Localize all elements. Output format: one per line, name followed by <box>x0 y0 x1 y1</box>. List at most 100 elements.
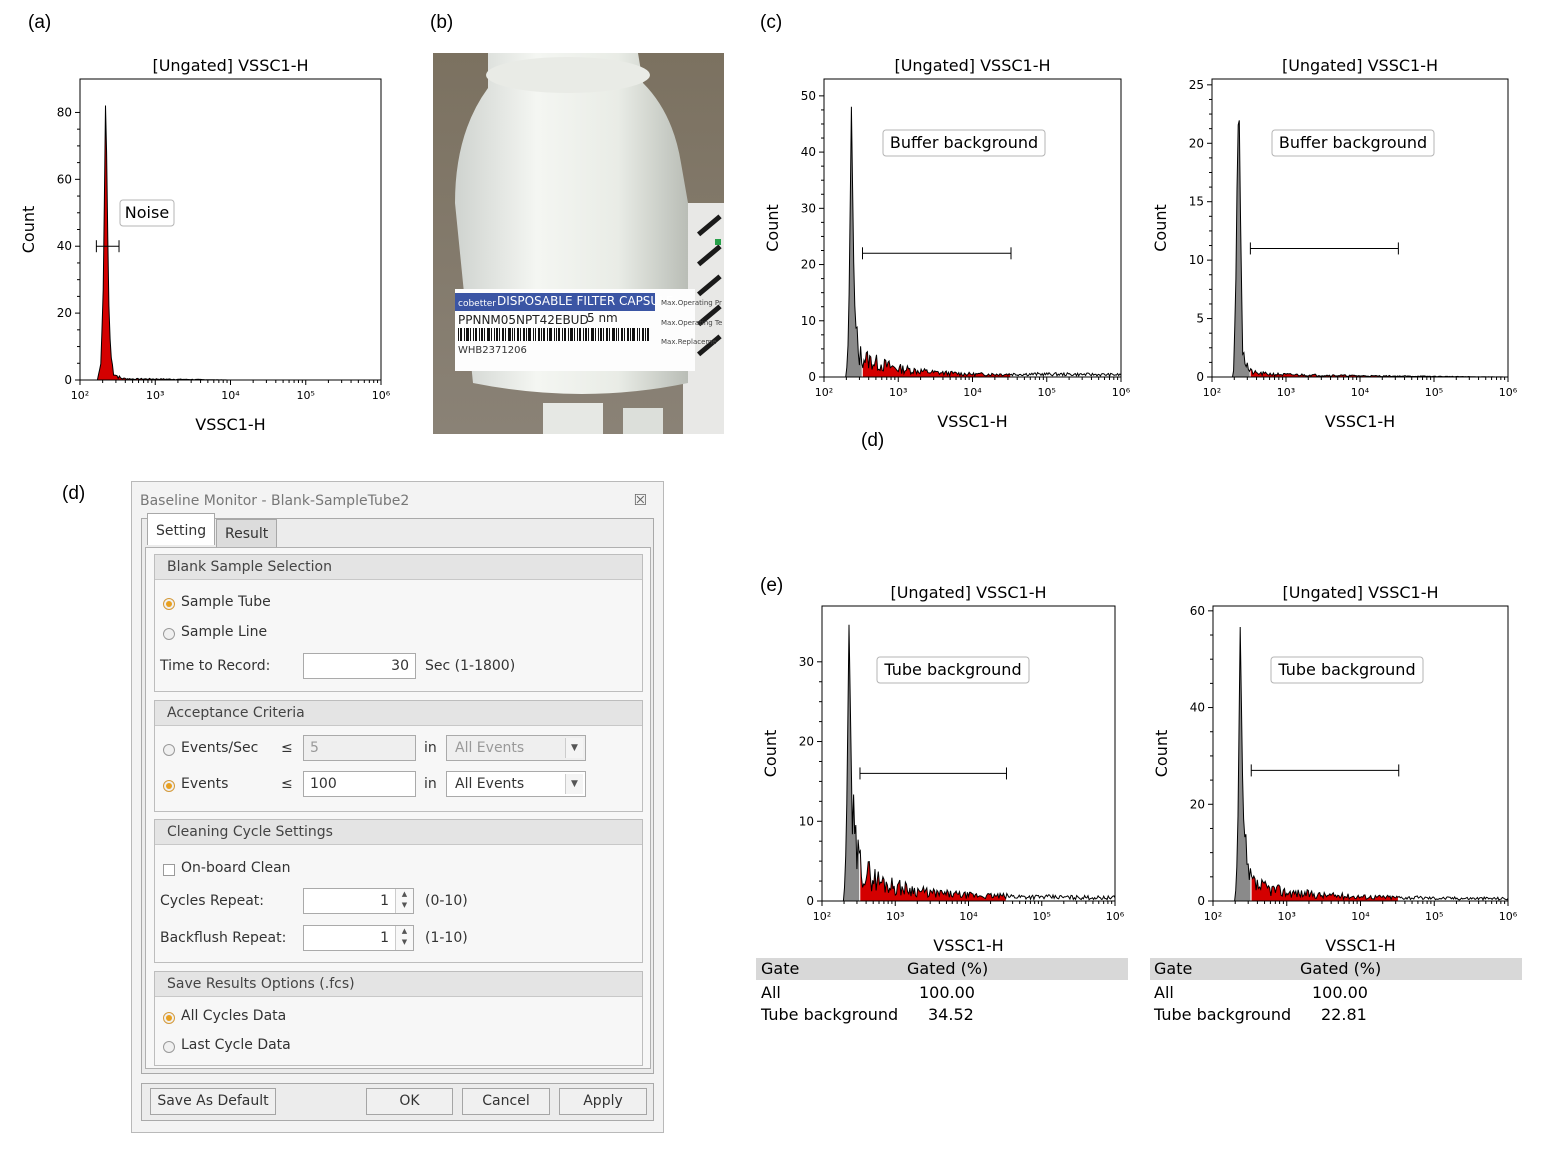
sample-tube-radio[interactable] <box>163 598 175 610</box>
x-tick-label: 10⁶ <box>1499 386 1518 399</box>
last-cycle-label: Last Cycle Data <box>181 1037 291 1053</box>
backflush-range-label: (1-10) <box>425 930 468 946</box>
x-tick-label: 10⁶ <box>1499 910 1518 923</box>
y-tick-label: 0 <box>808 370 816 384</box>
histogram-fill <box>1212 120 1250 378</box>
gated-fill <box>860 850 1006 901</box>
y-tick-label: 50 <box>801 89 816 103</box>
tab-result[interactable]: Result <box>216 519 278 549</box>
x-tick-label: 10³ <box>1278 910 1296 923</box>
stepper-arrows-icon[interactable]: ▲ ▼ <box>395 926 413 950</box>
backflush-repeat-stepper[interactable]: 1 ▲ ▼ <box>303 925 414 951</box>
events-per-sec-radio[interactable] <box>163 744 175 756</box>
gate-label: Noise <box>125 203 169 222</box>
y-tick-label: 30 <box>801 201 816 215</box>
ok-button[interactable]: OK <box>366 1088 453 1115</box>
gated-header: Gated (%) <box>907 959 989 978</box>
barcode-bar <box>499 328 500 341</box>
photo-size-text: 5 nm <box>587 311 618 325</box>
cancel-button[interactable]: Cancel <box>462 1088 550 1115</box>
histogram-fill <box>822 624 860 901</box>
barcode-bar <box>595 328 596 341</box>
y-axis-label: Count <box>763 204 782 252</box>
y-tick-label: 15 <box>1189 195 1204 209</box>
dialog-body: Result Setting Blank Sample Selection Sa… <box>141 513 654 1074</box>
panel-label-b: (b) <box>430 12 454 33</box>
events-per-sec-select[interactable]: All Events ▼ <box>446 735 586 761</box>
save-as-default-button[interactable]: Save As Default <box>150 1088 276 1115</box>
barcode-bar <box>609 328 610 341</box>
baseline-monitor-dialog: Baseline Monitor - Blank-SampleTube2 ☒ R… <box>131 481 664 1133</box>
setting-panel: Blank Sample Selection Sample Tube Sampl… <box>145 547 651 1069</box>
gate-header: Gate <box>1154 959 1193 978</box>
barcode-bar <box>618 328 619 341</box>
barcode-bar <box>647 328 649 341</box>
barcode-bar <box>502 328 504 341</box>
acceptance-criteria-group: Acceptance Criteria Events/Sec ≤ 5 in Al… <box>154 700 643 812</box>
table-cell: 100.00 <box>1312 983 1368 1002</box>
x-tick-label: 10³ <box>886 910 904 923</box>
events-input[interactable]: 100 <box>303 771 416 797</box>
barcode-bar <box>494 328 495 341</box>
plot-frame <box>823 78 1122 378</box>
panel-label-e: (e) <box>760 575 784 596</box>
barcode-bar <box>508 328 511 341</box>
onboard-clean-checkbox[interactable] <box>163 864 175 876</box>
select-value: All Events <box>455 776 525 792</box>
time-to-record-input[interactable]: 30 <box>303 653 416 679</box>
x-axis-label: VSSC1-H <box>195 415 265 434</box>
backflush-repeat-label: Backflush Repeat: <box>160 930 287 946</box>
onboard-clean-label: On-board Clean <box>181 860 291 876</box>
barcode-bar <box>538 328 540 341</box>
sample-tube-label: Sample Tube <box>181 594 271 610</box>
barcode-bar <box>627 328 629 341</box>
barcode-bar <box>505 328 506 341</box>
x-tick-label: 10⁵ <box>1033 910 1051 923</box>
gated-fill <box>862 351 1011 377</box>
stepper-arrows-icon[interactable]: ▲ ▼ <box>395 889 413 913</box>
barcode-bar <box>562 328 563 341</box>
all-cycles-radio[interactable] <box>163 1012 175 1024</box>
stepper-value: 1 <box>380 930 389 946</box>
close-icon[interactable]: ☒ <box>633 491 647 509</box>
barcode-bar <box>479 328 480 341</box>
photo-lot-text: WHB2371206 <box>458 345 527 356</box>
save-results-group: Save Results Options (.fcs) All Cycles D… <box>154 971 643 1066</box>
cycles-repeat-stepper[interactable]: 1 ▲ ▼ <box>303 888 414 914</box>
x-tick-label: 10² <box>815 386 833 399</box>
stats-table-header: Gate Gated (%) <box>1150 958 1522 980</box>
chevron-down-icon[interactable]: ▼ <box>565 738 583 758</box>
y-tick-label: 60 <box>57 172 72 186</box>
barcode-bar <box>645 328 646 341</box>
group-header: Blank Sample Selection <box>155 555 642 580</box>
chart-title: [Ungated] VSSC1-H <box>890 583 1046 602</box>
chevron-down-icon[interactable]: ▼ <box>565 774 583 794</box>
events-per-sec-input[interactable]: 5 <box>303 735 416 761</box>
photo-brand-text: DISPOSABLE FILTER CAPSULE <box>497 294 673 308</box>
chart-title: [Ungated] VSSC1-H <box>1282 56 1438 75</box>
sample-line-radio[interactable] <box>163 628 175 640</box>
in-label: in <box>424 776 437 792</box>
x-tick-label: 10³ <box>146 389 164 402</box>
y-tick-label: 10 <box>799 814 814 828</box>
last-cycle-radio[interactable] <box>163 1041 175 1053</box>
panel-label-c: (c) <box>760 12 783 33</box>
gate-label-box <box>876 656 1030 684</box>
barcode-bar <box>528 328 531 341</box>
x-tick-label: 10⁶ <box>372 389 391 402</box>
events-radio[interactable] <box>163 780 175 792</box>
histogram-fill <box>80 105 381 380</box>
barcode-bar <box>541 328 542 341</box>
x-tick-label: 10⁵ <box>1038 386 1056 399</box>
barcode-bar <box>487 328 490 341</box>
cycles-range-label: (0-10) <box>425 893 468 909</box>
apply-button[interactable]: Apply <box>559 1088 647 1115</box>
barcode-bar <box>642 328 644 341</box>
histogram-fill <box>1213 627 1251 901</box>
tab-setting[interactable]: Setting <box>147 513 216 545</box>
barcode-bar <box>466 328 469 341</box>
events-select[interactable]: All Events ▼ <box>446 771 586 797</box>
histogram-fill <box>824 106 862 378</box>
x-tick-label: 10⁴ <box>963 386 982 399</box>
x-tick-label: 10⁴ <box>1351 910 1370 923</box>
